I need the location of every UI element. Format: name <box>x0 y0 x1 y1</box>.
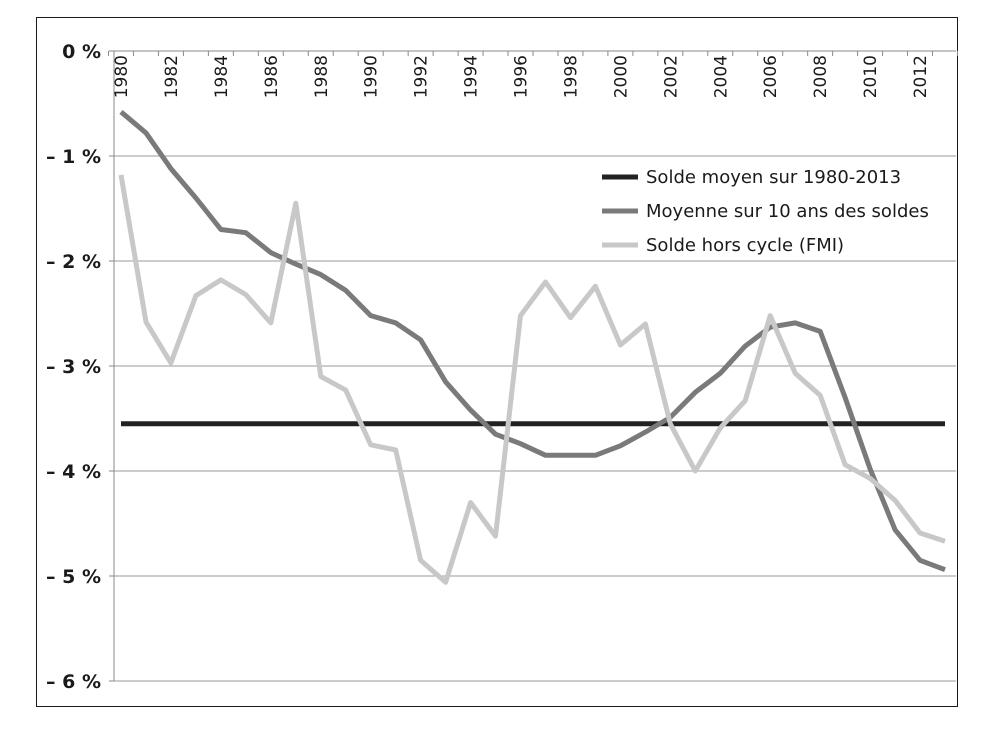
x-tick-label: 2008 <box>811 55 831 98</box>
x-tick-label: 2012 <box>911 55 931 98</box>
x-tick-label: 1988 <box>312 55 332 98</box>
x-tick-label: 1986 <box>262 55 282 98</box>
x-tick-label: 2010 <box>861 55 881 98</box>
series-lines <box>118 109 946 585</box>
x-tick-label: 1980 <box>112 55 132 98</box>
x-tick-label: 2002 <box>661 55 681 98</box>
y-tick-label: – 6 % <box>46 671 101 693</box>
y-tick-label: – 5 % <box>46 566 101 588</box>
y-tick-label: – 2 % <box>46 251 101 273</box>
x-tick-label: 1998 <box>561 55 581 98</box>
y-tick-label: – 3 % <box>46 356 101 378</box>
x-tick-label: 1982 <box>162 55 182 98</box>
x-tick-label: 1990 <box>362 55 382 98</box>
x-tick-label: 2000 <box>611 55 631 98</box>
x-tick-label: 1996 <box>512 55 532 98</box>
x-tick-label: 2006 <box>761 55 781 98</box>
y-tick-label: 0 % <box>62 41 101 63</box>
axes <box>108 50 958 682</box>
series-line-3 <box>118 174 946 585</box>
legend-label: Moyenne sur 10 ans des soldes <box>646 201 929 222</box>
x-tick-label: 2004 <box>711 55 731 98</box>
series-line-2 <box>119 109 946 573</box>
x-axis-tick-labels: 1980 1982 1984 1986 1988 1990 1992 1994 1996 1998… <box>112 55 931 98</box>
x-tick-label: 1984 <box>212 55 232 98</box>
legend-label: Solde hors cycle (FMI) <box>646 235 844 256</box>
legend-label: Solde moyen sur 1980-2013 <box>646 167 901 188</box>
legend: Solde moyen sur 1980-2013 Moyenne sur 10 … <box>602 167 929 256</box>
gridlines <box>114 155 956 682</box>
y-axis-tick-labels: 0 % – 1 % – 2 % – 3 % – 4 % – 5 % – 6 % <box>46 41 101 693</box>
x-tick-label: 1994 <box>462 55 482 98</box>
y-tick-label: – 4 % <box>46 461 101 483</box>
y-tick-label: – 1 % <box>46 146 101 168</box>
x-tick-label: 1992 <box>412 55 432 98</box>
chart-frame <box>36 17 958 707</box>
